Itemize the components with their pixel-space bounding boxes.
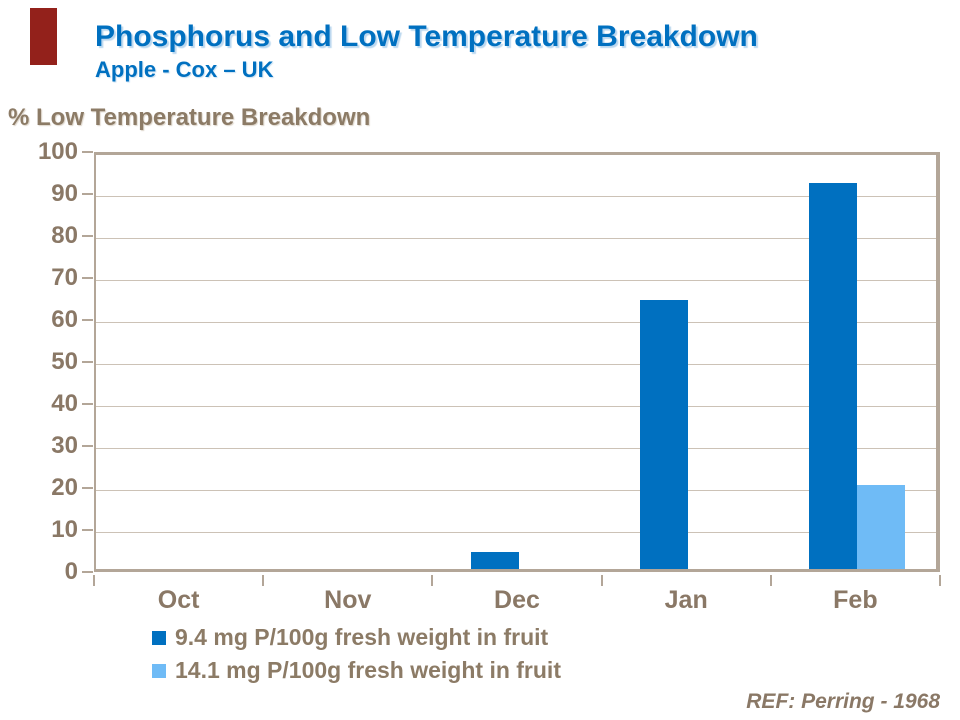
y-axis-tick: [82, 151, 93, 153]
x-axis-label-dec: Dec: [494, 586, 540, 614]
gridline-10: [96, 532, 936, 533]
y-axis-label-20: 20: [51, 474, 78, 501]
bar-dec-series1: [471, 552, 519, 569]
gridline-20: [96, 490, 936, 491]
legend-item-1: 9.4 mg P/100g fresh weight in fruit: [152, 621, 561, 654]
x-axis-label-jan: Jan: [664, 586, 708, 614]
gridline-90: [96, 196, 936, 197]
gridline-30: [96, 448, 936, 449]
slide-title: Phosphorus and Low Temperature Breakdown: [95, 20, 758, 53]
gridline-80: [96, 238, 936, 239]
y-axis-label-30: 30: [51, 432, 78, 459]
y-axis-label-0: 0: [64, 558, 78, 585]
y-axis-tick: [82, 529, 93, 531]
y-axis-label-100: 100: [37, 138, 78, 165]
legend-label-2: 14.1 mg P/100g fresh weight in fruit: [175, 657, 561, 683]
y-axis-title: % Low Temperature Breakdown: [8, 104, 371, 131]
x-axis-tick: [93, 575, 95, 586]
slide-subtitle: Apple - Cox – UK: [95, 57, 274, 82]
y-axis-label-80: 80: [51, 222, 78, 249]
x-axis-label-feb: Feb: [833, 586, 878, 614]
y-axis-tick: [82, 445, 93, 447]
gridline-70: [96, 280, 936, 281]
accent-rectangle: [30, 8, 57, 65]
y-axis-tick: [82, 277, 93, 279]
legend-item-2: 14.1 mg P/100g fresh weight in fruit: [152, 654, 561, 687]
x-axis-tick: [431, 575, 434, 586]
y-axis-label-70: 70: [51, 264, 78, 291]
y-axis-tick: [82, 403, 93, 405]
legend-label-1: 9.4 mg P/100g fresh weight in fruit: [175, 624, 549, 650]
y-axis-label-90: 90: [51, 180, 78, 207]
gridline-50: [96, 364, 936, 365]
bar-jan-series1: [640, 300, 689, 569]
legend: 9.4 mg P/100g fresh weight in fruit 14.1 …: [152, 621, 561, 687]
y-axis-tick: [82, 193, 93, 195]
y-axis-label-10: 10: [51, 516, 78, 543]
plot-area: [94, 152, 940, 572]
y-axis-label-40: 40: [51, 390, 78, 417]
bar-feb-series2: [857, 485, 906, 569]
y-axis-label-50: 50: [51, 348, 78, 375]
legend-swatch-2: [152, 663, 166, 678]
x-axis-tick: [769, 575, 772, 586]
reference-text: REF: Perring - 1968: [746, 690, 940, 713]
y-axis-tick: [82, 571, 93, 573]
y-axis-tick: [82, 487, 93, 489]
x-axis-label-oct: Oct: [157, 586, 200, 614]
gridline-40: [96, 406, 936, 407]
x-axis-tick: [939, 575, 941, 586]
bar-feb-series1: [809, 182, 858, 569]
legend-swatch-1: [152, 630, 166, 645]
x-axis-tick: [600, 575, 603, 586]
gridline-60: [96, 322, 936, 323]
x-axis-tick: [262, 575, 265, 586]
y-axis-label-60: 60: [51, 306, 78, 333]
x-axis-label-nov: Nov: [324, 586, 372, 614]
y-axis-tick: [82, 235, 93, 237]
y-axis-tick: [82, 319, 93, 321]
y-axis-tick: [82, 361, 93, 363]
